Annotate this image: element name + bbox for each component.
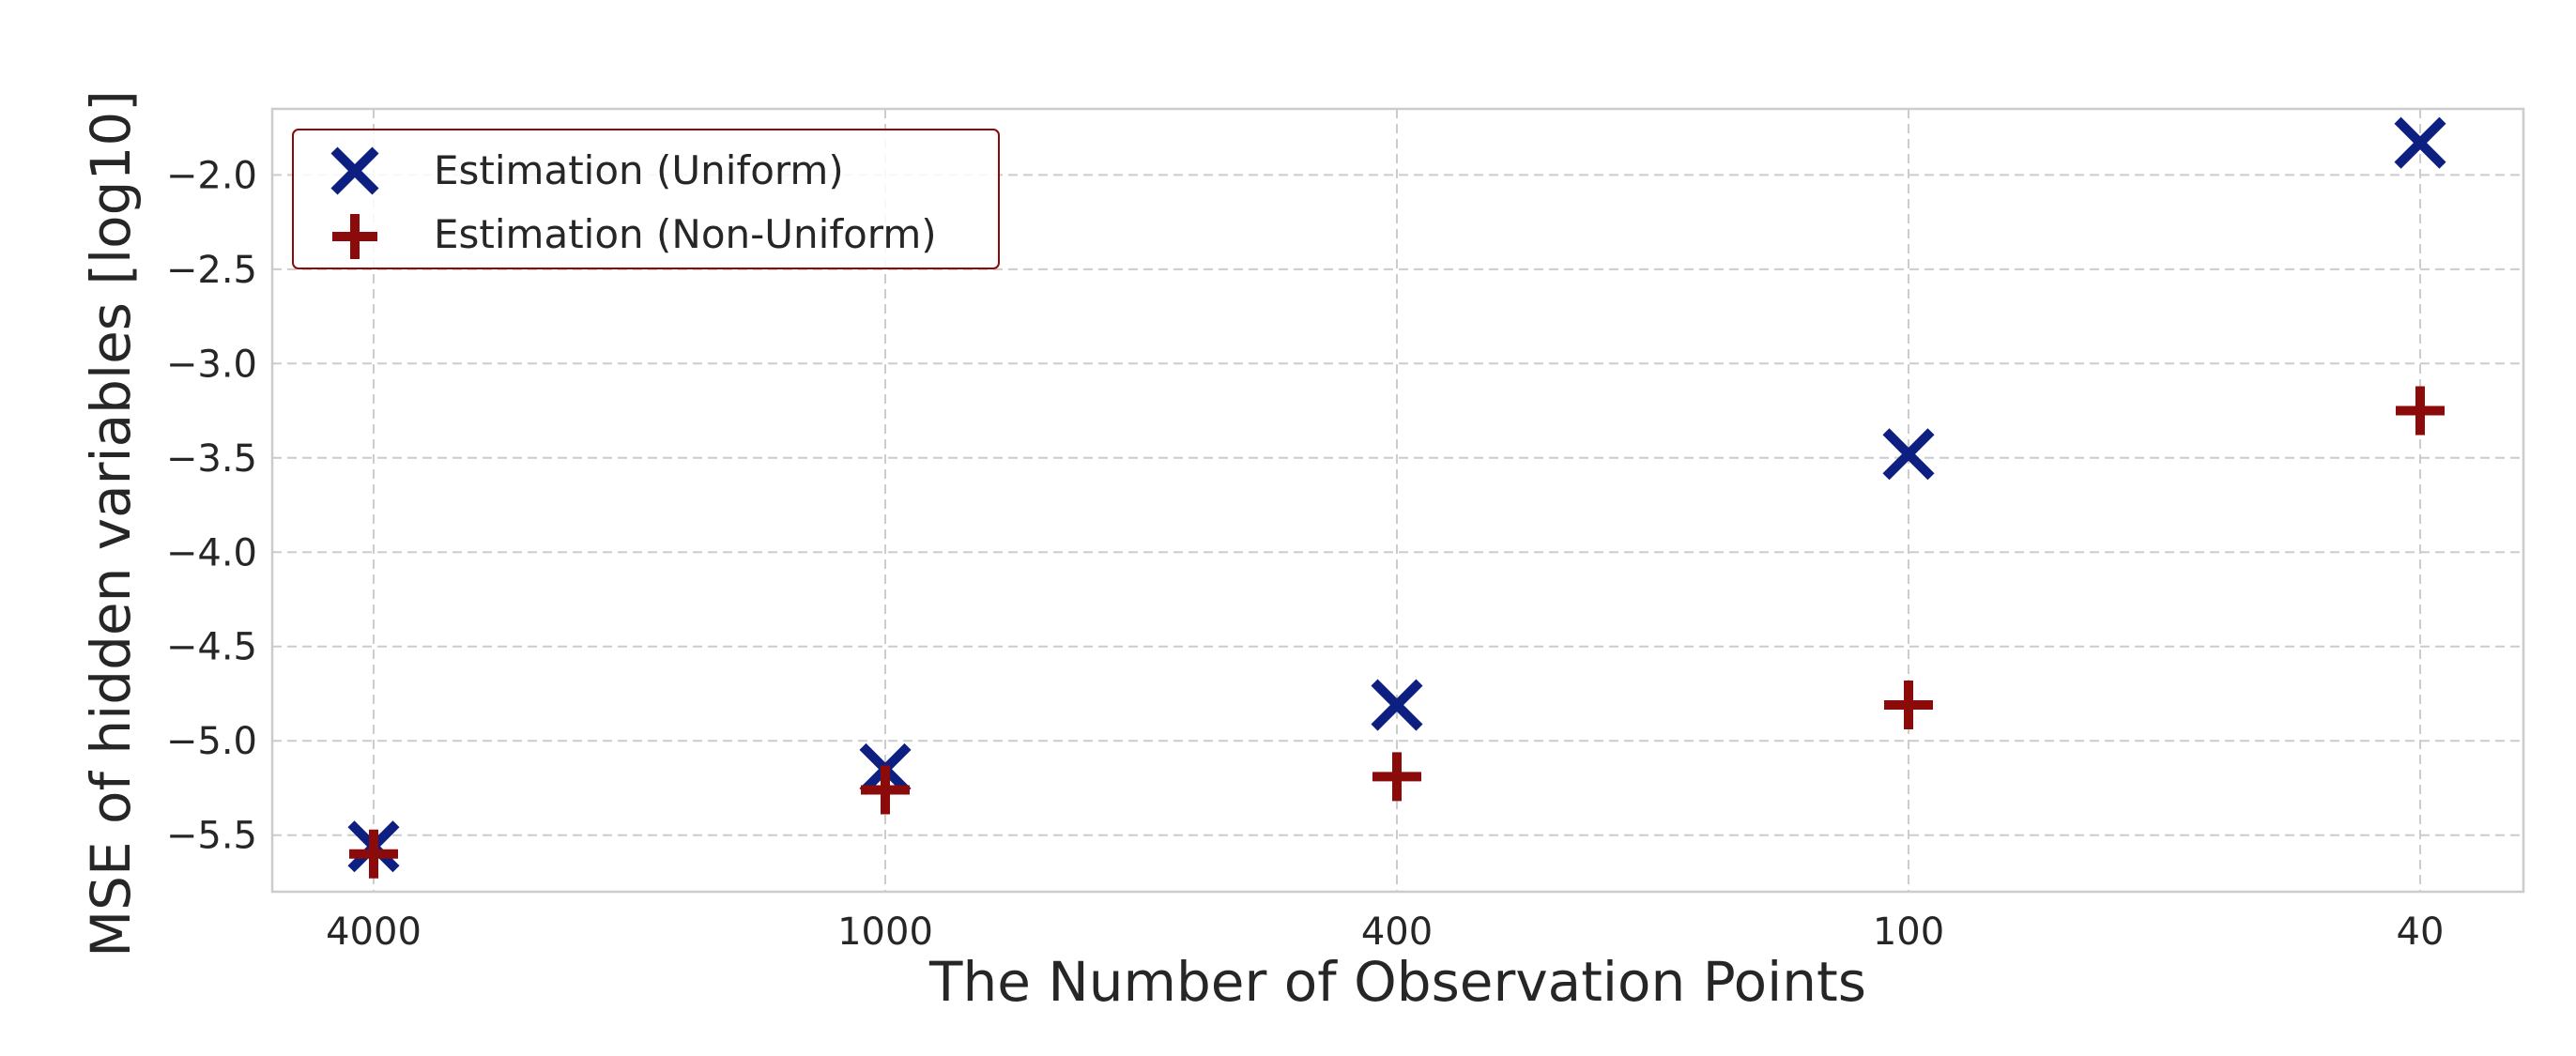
legend-label: Estimation (Non-Uniform) <box>434 211 937 257</box>
y-tick-label: −3.5 <box>166 437 257 481</box>
y-tick-label: −4.5 <box>166 626 257 669</box>
uniform-point <box>2394 116 2446 169</box>
x-tick-label: 100 <box>1873 911 1944 954</box>
x-tick-label: 4000 <box>326 911 422 954</box>
legend-uniform-icon <box>330 146 379 195</box>
legend-non-uniform-icon <box>332 214 377 259</box>
plot-frame <box>270 107 2525 894</box>
legend-box <box>292 129 1000 269</box>
y-tick-label: −2.0 <box>166 154 257 197</box>
y-tick-label: −3.0 <box>166 343 257 386</box>
x-tick-label: 40 <box>2397 911 2445 954</box>
uniform-point <box>1371 679 1423 731</box>
non-uniform-point <box>861 765 910 815</box>
legend: Estimation (Uniform) Estimation (Non-Unif… <box>292 129 1000 269</box>
non-uniform-point <box>2396 386 2445 436</box>
x-tick-label: 400 <box>1361 911 1433 954</box>
y-tick-label: −4.0 <box>166 531 257 574</box>
y-tick-label: −5.0 <box>166 720 257 763</box>
y-tick-label: −5.5 <box>166 815 257 858</box>
uniform-point <box>1882 428 1935 481</box>
legend-label: Estimation (Uniform) <box>434 147 844 193</box>
non-uniform-point <box>1884 681 1933 730</box>
non-uniform-point <box>1372 752 1421 802</box>
y-axis-label: MSE of hidden variables [log10] <box>79 90 143 957</box>
y-tick-label: −2.5 <box>166 249 257 292</box>
x-tick-label: 1000 <box>837 911 933 954</box>
x-axis-label: The Number of Observation Points <box>928 950 1866 1014</box>
non-uniform-point <box>349 829 398 879</box>
